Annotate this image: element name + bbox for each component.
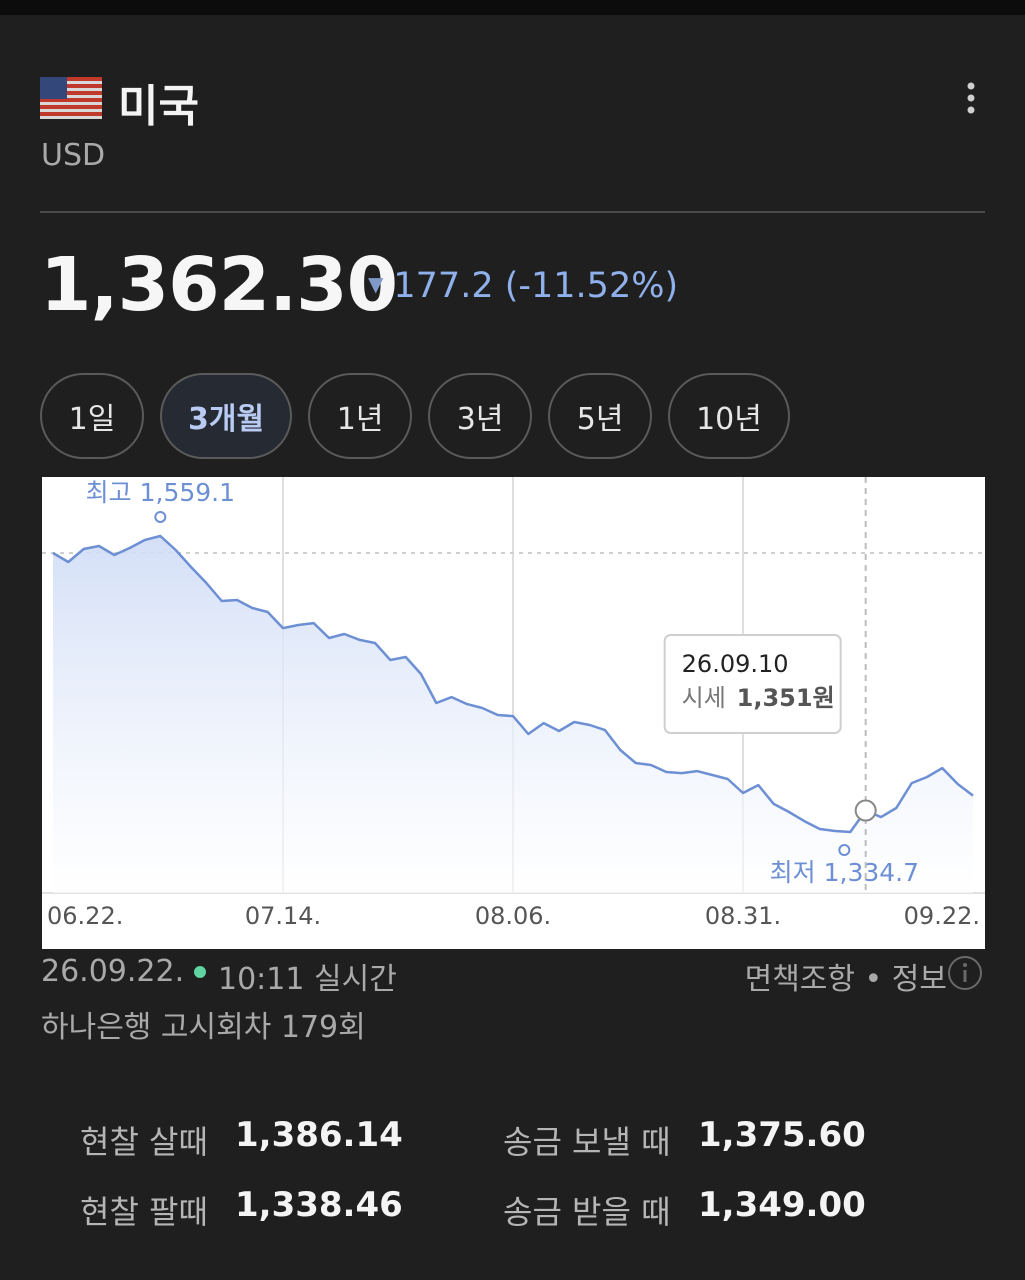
- period-tab[interactable]: 3개월: [160, 373, 293, 459]
- area: [53, 536, 973, 893]
- high-label: 최고 1,559.1: [86, 478, 235, 507]
- x-tick-label: 06.22.: [47, 902, 123, 930]
- x-tick-label: 07.14.: [245, 902, 321, 930]
- low-marker: [838, 844, 851, 857]
- currency-code: USD: [41, 138, 106, 173]
- update-time: 10:11 실시간: [218, 962, 397, 997]
- price-change: ▼ 177.2 (-11.52%): [368, 266, 678, 306]
- rate-label: 송금 받을 때: [503, 1193, 671, 1231]
- info-icon[interactable]: [947, 955, 983, 991]
- period-tab[interactable]: 5년: [548, 373, 653, 459]
- x-tick-label: 08.31.: [705, 902, 781, 930]
- rate-value: 1,349.00: [698, 1185, 866, 1225]
- disclaimer-link[interactable]: 면책조항: [744, 962, 856, 997]
- line: [52, 534, 974, 834]
- notice-round: 하나은행 고시회차 179회: [41, 1010, 366, 1045]
- live-dot: [194, 966, 206, 978]
- update-date: 26.09.22.: [41, 954, 185, 989]
- tooltip-label: 시세: [682, 684, 726, 712]
- rate-value: 1,386.14: [235, 1115, 403, 1155]
- info-link[interactable]: 정보: [891, 962, 947, 997]
- status-bar: [0, 0, 1025, 15]
- period-tab[interactable]: 10년: [668, 373, 790, 459]
- x-tick-label: 09.22.: [904, 902, 980, 930]
- chart: 06.22. 07.14. 08.06. 08.31. 09.22. 최고 1,559.1…: [42, 477, 985, 949]
- divider: [40, 211, 985, 213]
- period-tab[interactable]: 1일: [40, 373, 144, 459]
- low-label: 최저 1,334.7: [770, 858, 919, 887]
- rate-label: 현찰 살때: [80, 1123, 208, 1161]
- change-percent: (-11.52%): [504, 266, 679, 306]
- change-amount: 177.2: [393, 266, 494, 306]
- country-name: 미국: [118, 81, 199, 132]
- rate-value: 1,338.46: [235, 1185, 403, 1225]
- current-price: 1,362.30: [40, 242, 398, 328]
- rate-label: 현찰 팔때: [80, 1193, 208, 1231]
- tooltip-date: 26.09.10: [682, 650, 789, 678]
- rate-label: 송금 보낼 때: [503, 1123, 671, 1161]
- hover-point: [854, 799, 877, 822]
- high-marker: [154, 510, 167, 523]
- down-arrow: ▼: [368, 272, 384, 296]
- tooltip-box: [663, 634, 842, 734]
- rate-value: 1,375.60: [698, 1115, 866, 1155]
- more-menu[interactable]: [955, 80, 985, 116]
- flag-icon: [40, 77, 102, 119]
- x-tick-label: 08.06.: [475, 902, 551, 930]
- period-tabs: 1일 3개월 1년 3년 5년 10년: [40, 373, 790, 459]
- period-tab[interactable]: 3년: [428, 373, 533, 459]
- footer-links: 면책조항 • 정보: [744, 962, 947, 997]
- tooltip-value: 1,351원: [737, 684, 835, 712]
- period-tab[interactable]: 1년: [308, 373, 413, 459]
